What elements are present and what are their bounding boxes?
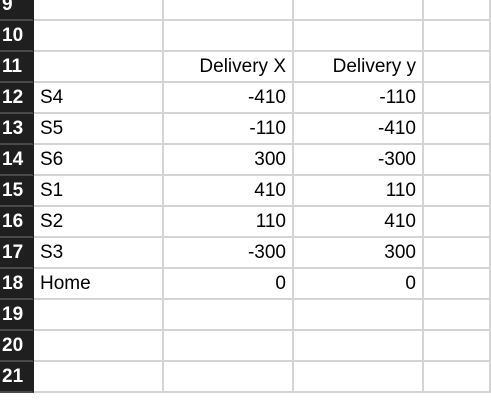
- cell-r18-c4[interactable]: [424, 269, 491, 300]
- cell-r18-c3[interactable]: 0: [294, 269, 424, 300]
- cell-r12-c2[interactable]: -410: [164, 83, 294, 114]
- row-header-13[interactable]: 13: [0, 114, 34, 145]
- cell-r19-c1[interactable]: [34, 300, 164, 331]
- cell-r12-c1[interactable]: S4: [34, 83, 164, 114]
- cell-r15-c1[interactable]: S1: [34, 176, 164, 207]
- cell-r11-c1[interactable]: [34, 52, 164, 83]
- cell-r16-c1[interactable]: S2: [34, 207, 164, 238]
- cell-r17-c2[interactable]: -300: [164, 238, 294, 269]
- cell-r12-c4[interactable]: [424, 83, 491, 114]
- cell-r17-c4[interactable]: [424, 238, 491, 269]
- row-header-21[interactable]: 21: [0, 362, 34, 393]
- cell-r21-c3[interactable]: [294, 362, 424, 393]
- cell-r16-c4[interactable]: [424, 207, 491, 238]
- row-header-10[interactable]: 10: [0, 21, 34, 52]
- row-header-12[interactable]: 12: [0, 83, 34, 114]
- cell-r17-c3[interactable]: 300: [294, 238, 424, 269]
- row-header-15[interactable]: 15: [0, 176, 34, 207]
- cell-r14-c2[interactable]: 300: [164, 145, 294, 176]
- cell-r9-c4[interactable]: [424, 0, 491, 21]
- cell-r10-c4[interactable]: [424, 21, 491, 52]
- cell-r16-c3[interactable]: 410: [294, 207, 424, 238]
- cell-r14-c3[interactable]: -300: [294, 145, 424, 176]
- cell-r19-c4[interactable]: [424, 300, 491, 331]
- cell-r9-c2[interactable]: [164, 0, 294, 21]
- cell-r13-c4[interactable]: [424, 114, 491, 145]
- cell-r13-c2[interactable]: -110: [164, 114, 294, 145]
- row-header-19[interactable]: 19: [0, 300, 34, 331]
- cell-r18-c1[interactable]: Home: [34, 269, 164, 300]
- cell-r20-c2[interactable]: [164, 331, 294, 362]
- cell-r13-c1[interactable]: S5: [34, 114, 164, 145]
- cell-r15-c4[interactable]: [424, 176, 491, 207]
- cell-r13-c3[interactable]: -410: [294, 114, 424, 145]
- cell-r20-c1[interactable]: [34, 331, 164, 362]
- row-header-9[interactable]: 9: [0, 0, 34, 21]
- cell-r16-c2[interactable]: 110: [164, 207, 294, 238]
- cell-r11-c3[interactable]: Delivery y: [294, 52, 424, 83]
- cell-r15-c3[interactable]: 110: [294, 176, 424, 207]
- row-header-20[interactable]: 20: [0, 331, 34, 362]
- row-header-14[interactable]: 14: [0, 145, 34, 176]
- cell-r21-c1[interactable]: [34, 362, 164, 393]
- cell-r10-c2[interactable]: [164, 21, 294, 52]
- cell-r10-c1[interactable]: [34, 21, 164, 52]
- row-header-16[interactable]: 16: [0, 207, 34, 238]
- cell-r21-c2[interactable]: [164, 362, 294, 393]
- cell-r10-c3[interactable]: [294, 21, 424, 52]
- cell-r19-c2[interactable]: [164, 300, 294, 331]
- cell-r18-c2[interactable]: 0: [164, 269, 294, 300]
- cell-r12-c3[interactable]: -110: [294, 83, 424, 114]
- row-header-18[interactable]: 18: [0, 269, 34, 300]
- cell-r9-c1[interactable]: [34, 0, 164, 21]
- cell-r11-c4[interactable]: [424, 52, 491, 83]
- row-header-11[interactable]: 11: [0, 52, 34, 83]
- row-header-17[interactable]: 17: [0, 238, 34, 269]
- cell-r9-c3[interactable]: [294, 0, 424, 21]
- cell-r19-c3[interactable]: [294, 300, 424, 331]
- cell-r21-c4[interactable]: [424, 362, 491, 393]
- cell-r14-c4[interactable]: [424, 145, 491, 176]
- cell-r11-c2[interactable]: Delivery X: [164, 52, 294, 83]
- cell-r17-c1[interactable]: S3: [34, 238, 164, 269]
- cell-r15-c2[interactable]: 410: [164, 176, 294, 207]
- cell-r20-c3[interactable]: [294, 331, 424, 362]
- cell-r14-c1[interactable]: S6: [34, 145, 164, 176]
- cell-r20-c4[interactable]: [424, 331, 491, 362]
